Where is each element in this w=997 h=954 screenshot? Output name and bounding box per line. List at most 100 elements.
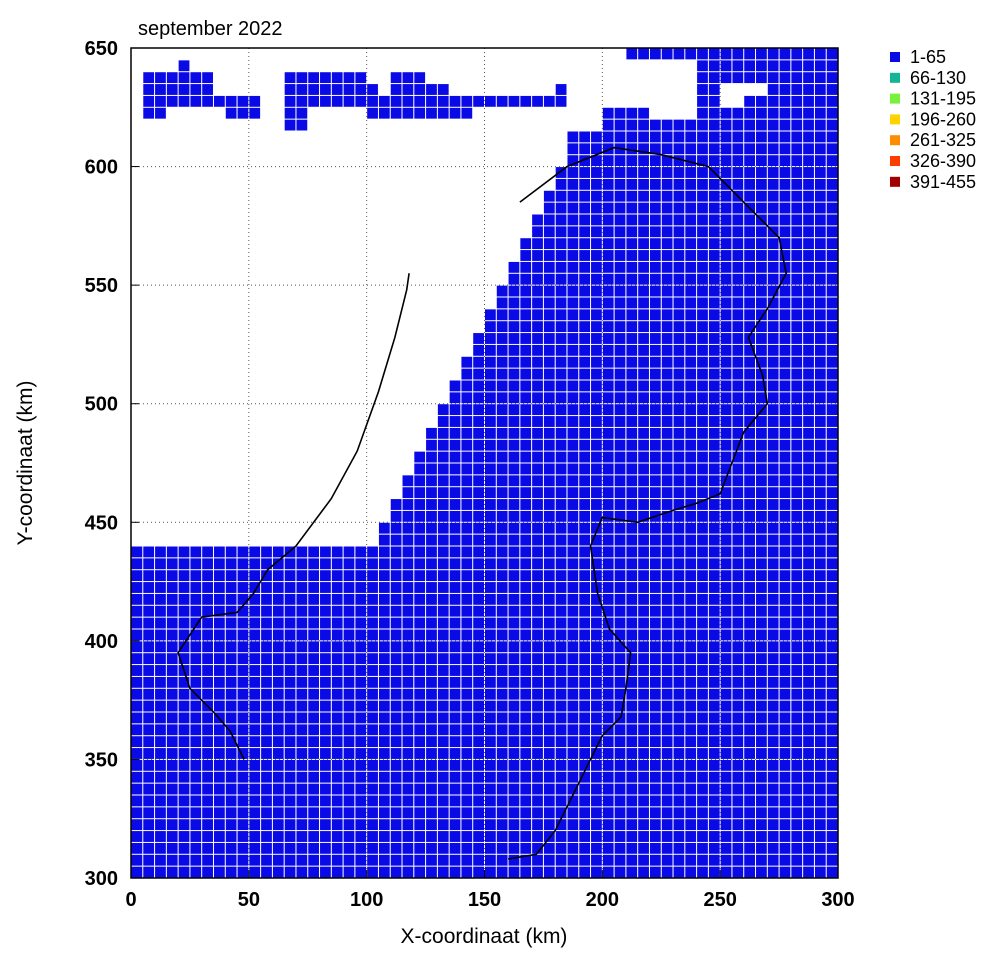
heatmap-cell <box>756 416 767 427</box>
heatmap-cell <box>673 190 685 202</box>
heatmap-cell <box>532 463 543 475</box>
heatmap-cell <box>426 605 437 617</box>
heatmap-cell <box>803 48 814 60</box>
heatmap-cell <box>355 688 367 700</box>
heatmap-cell <box>779 285 791 297</box>
heatmap-cell <box>791 416 803 427</box>
heatmap-cell <box>826 309 838 321</box>
heatmap-cell <box>720 416 732 427</box>
heatmap-cell <box>626 356 638 368</box>
heatmap-cell <box>591 783 602 795</box>
heatmap-cell <box>178 712 190 724</box>
heatmap-cell <box>261 617 272 629</box>
heatmap-cell <box>591 380 602 392</box>
heatmap-cell <box>649 155 661 167</box>
heatmap-cell <box>555 771 567 783</box>
heatmap-cell <box>543 261 555 273</box>
heatmap-cell <box>626 653 638 665</box>
heatmap-cell <box>767 143 779 155</box>
heatmap-cell <box>708 558 720 570</box>
heatmap-cell <box>166 617 178 629</box>
heatmap-cell <box>449 831 461 842</box>
heatmap-cell <box>732 463 744 475</box>
heatmap-cell <box>284 653 296 665</box>
heatmap-cell <box>708 866 720 878</box>
y-tick-label: 600 <box>85 157 118 179</box>
heatmap-cell <box>720 226 732 238</box>
heatmap-cell <box>485 629 496 641</box>
heatmap-cell <box>756 700 767 712</box>
heatmap-cell <box>331 700 343 712</box>
heatmap-cell <box>249 712 261 724</box>
heatmap-cell <box>567 321 579 333</box>
heatmap-cell <box>343 795 355 807</box>
heatmap-cell <box>237 771 249 783</box>
heatmap-cell <box>402 107 414 119</box>
heatmap-cell <box>767 439 779 451</box>
heatmap-cell <box>591 487 602 499</box>
heatmap-cell <box>543 463 555 475</box>
legend-swatch <box>890 135 900 146</box>
heatmap-cell <box>579 593 591 605</box>
heatmap-cell <box>756 261 767 273</box>
heatmap-cell <box>649 273 661 285</box>
heatmap-cell <box>791 771 803 783</box>
heatmap-cell <box>508 285 520 297</box>
heatmap-cell <box>591 736 602 748</box>
heatmap-cell <box>579 831 591 842</box>
heatmap-cell <box>756 119 767 131</box>
heatmap-cell <box>720 783 732 795</box>
heatmap-cell <box>449 451 461 463</box>
heatmap-cell <box>708 380 720 392</box>
heatmap-cell <box>591 534 602 546</box>
heatmap-cell <box>591 155 602 167</box>
heatmap-cell <box>390 510 402 522</box>
heatmap-cell <box>791 570 803 582</box>
heatmap-cell <box>261 570 272 582</box>
heatmap-cell <box>261 783 272 795</box>
heatmap-cell <box>496 392 508 404</box>
heatmap-cell <box>579 546 591 558</box>
heatmap-cell <box>437 404 449 416</box>
heatmap-cell <box>166 748 178 759</box>
heatmap-cell <box>602 261 614 273</box>
heatmap-cell <box>661 700 673 712</box>
heatmap-cell <box>708 795 720 807</box>
heatmap-cell <box>591 499 602 510</box>
heatmap-cell <box>320 724 331 736</box>
heatmap-cell <box>402 831 414 842</box>
heatmap-cell <box>190 593 202 605</box>
heatmap-cell <box>308 629 320 641</box>
heatmap-cell <box>791 143 803 155</box>
heatmap-cell <box>343 570 355 582</box>
heatmap-cell <box>261 831 272 842</box>
heatmap-cell <box>390 688 402 700</box>
heatmap-cell <box>814 392 826 404</box>
heatmap-cell <box>720 321 732 333</box>
heatmap-cell <box>767 285 779 297</box>
heatmap-cell <box>673 155 685 167</box>
heatmap-cell <box>591 759 602 771</box>
heatmap-cell <box>649 842 661 854</box>
heatmap-cell <box>532 522 543 534</box>
heatmap-cell <box>673 712 685 724</box>
heatmap-cell <box>437 582 449 593</box>
heatmap-cell <box>803 534 814 546</box>
heatmap-cell <box>390 795 402 807</box>
heatmap-cell <box>402 783 414 795</box>
heatmap-cell <box>685 380 697 392</box>
heatmap-cell <box>202 72 213 84</box>
heatmap-cell <box>697 427 708 439</box>
heatmap-cell <box>756 688 767 700</box>
heatmap-cell <box>685 297 697 309</box>
heatmap-cell <box>543 593 555 605</box>
heatmap-cell <box>744 558 756 570</box>
heatmap-cell <box>461 427 473 439</box>
heatmap-cell <box>767 819 779 831</box>
heatmap-cell <box>767 724 779 736</box>
heatmap-cell <box>649 190 661 202</box>
heatmap-cell <box>331 653 343 665</box>
heatmap-cell <box>756 95 767 107</box>
heatmap-cell <box>178 688 190 700</box>
heatmap-cell <box>437 439 449 451</box>
